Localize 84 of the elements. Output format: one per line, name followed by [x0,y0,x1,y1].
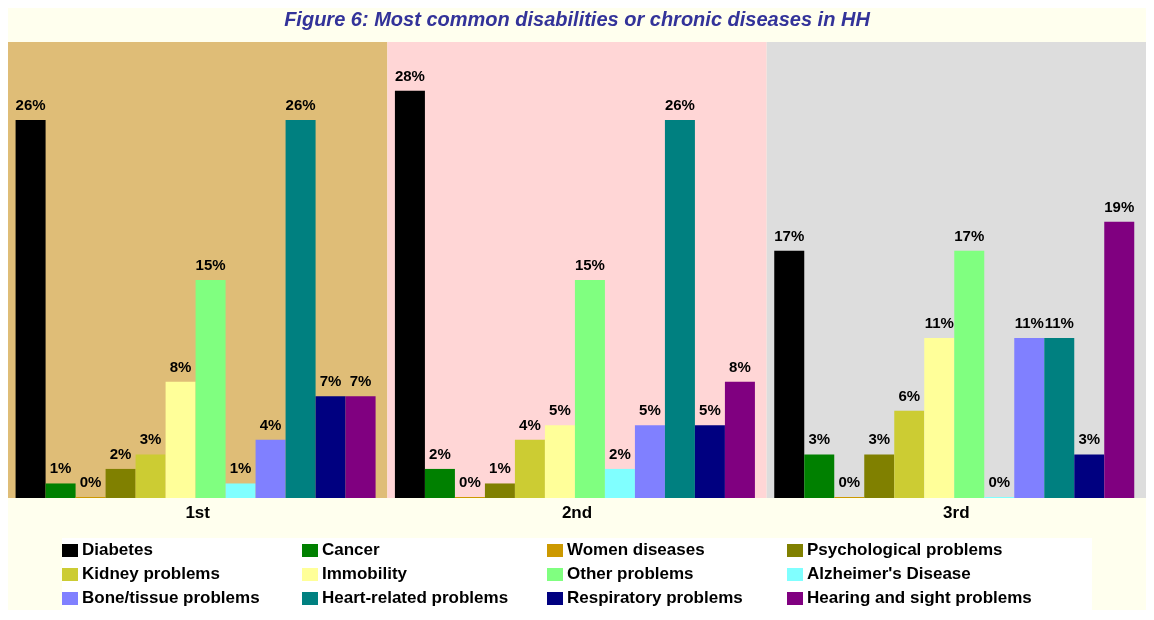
bar [105,468,136,498]
bar [1074,454,1105,498]
data-label: 7% [319,372,342,390]
bar [1104,221,1135,498]
data-label: 0% [79,473,102,490]
data-label: 3% [868,430,891,448]
bar [804,454,835,498]
data-label: 4% [519,415,541,433]
bar [954,250,985,498]
data-label: 5% [699,401,721,419]
bar [724,381,755,498]
bar [255,439,286,498]
data-label: 2% [429,444,451,462]
data-label: 11% [1014,314,1044,332]
chart-title: Figure 6: Most common disabilities or chronic diseases in HH [283,8,872,32]
bar [424,468,455,498]
data-label: 5% [549,401,571,419]
bar [1044,338,1075,498]
legend-label: Diabetes [82,540,153,560]
x-tick-label: 2nd [561,503,593,523]
bar [195,279,226,498]
bar [924,338,955,498]
data-label: 8% [169,357,192,375]
data-label: 2% [609,444,631,462]
legend-label: Kidney problems [82,564,220,584]
data-label: 17% [954,226,985,244]
legend-label: Psychological problems [807,540,1003,560]
bar [225,483,256,498]
legend-label: Heart-related problems [322,588,509,608]
data-label: 17% [774,226,805,244]
data-label: 11% [924,314,954,332]
data-label: 28% [394,66,425,84]
data-label: 5% [639,401,661,419]
bar [1014,338,1045,498]
bar [544,425,575,498]
bar [45,483,76,498]
data-label: 26% [664,95,695,113]
data-label: 8% [729,357,751,375]
data-label: 7% [349,372,372,390]
data-label: 1% [489,459,511,477]
data-label: 26% [15,95,46,113]
x-tick-label: 3rd [943,503,970,523]
bar [514,439,545,498]
legend-label: Cancer [322,540,380,560]
data-label: 4% [259,415,282,433]
bar [394,90,425,498]
data-label: 2% [109,444,132,462]
x-tick-label: 1st [185,503,211,523]
data-label: 1% [229,459,252,477]
bar [345,396,376,498]
bar [484,483,515,498]
legend-label: Hearing and sight problems [807,588,1032,608]
bar [604,468,635,498]
bar [634,425,665,498]
legend-label: Alzheimer's Disease [807,564,971,584]
bar [694,425,725,498]
bar [574,279,605,498]
data-label: 0% [459,473,481,490]
data-label: 1% [49,459,72,477]
data-label: 26% [285,95,316,113]
data-label: 19% [1104,197,1135,215]
legend-label: Bone/tissue problems [82,588,260,608]
legend-label: Respiratory problems [567,588,743,608]
data-label: 3% [1078,430,1101,448]
bar [894,410,925,498]
data-label: 15% [195,255,226,273]
bar [315,396,346,498]
bar [864,454,895,498]
data-label: 0% [988,473,1011,490]
bar [165,381,196,498]
data-label: 15% [574,255,605,273]
data-label: 11% [1044,314,1074,332]
bar [774,250,805,498]
legend-label: Other problems [567,564,694,584]
bar [135,454,166,498]
legend-label: Immobility [322,564,408,584]
data-label: 3% [808,430,831,448]
bar [15,119,46,498]
data-label: 0% [838,473,861,490]
bar [285,119,316,498]
data-label: 3% [139,430,162,448]
data-label: 6% [898,386,921,404]
bar [664,119,695,498]
legend-label: Women diseases [567,540,705,560]
